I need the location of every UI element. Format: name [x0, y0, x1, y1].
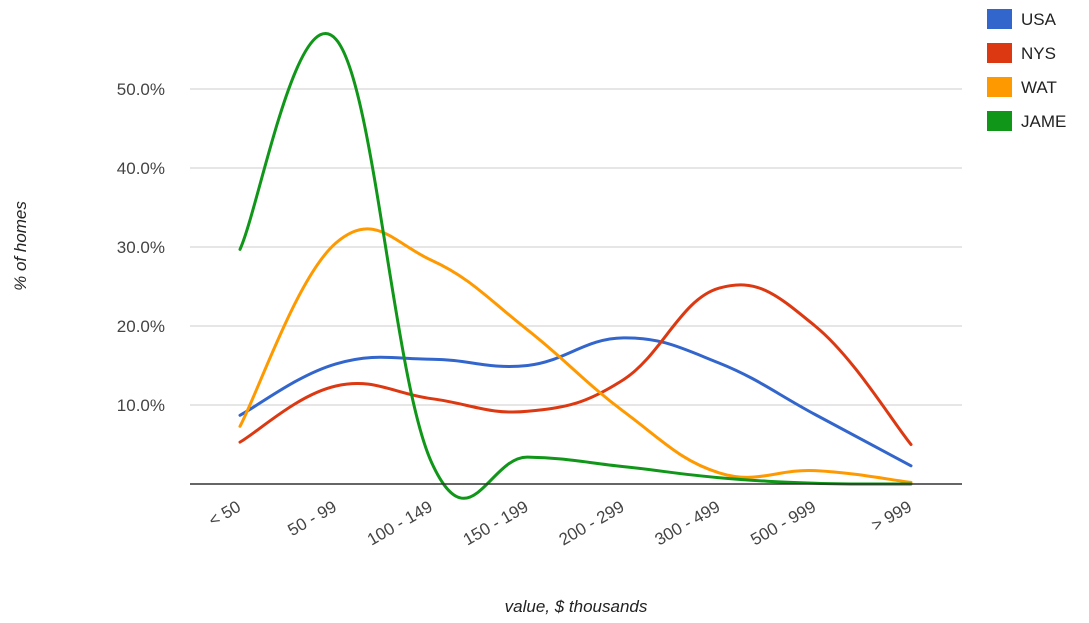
- x-tick-label: > 999: [868, 497, 915, 535]
- legend: USA NYS WAT JAME: [987, 9, 1066, 131]
- series-line-jame: [238, 32, 913, 500]
- series-lines: [238, 32, 913, 500]
- x-tick-label: 500 - 999: [747, 497, 819, 549]
- x-axis-ticks: < 50 50 - 99 100 - 149 150 - 199 200 - 299 30…: [205, 497, 915, 549]
- y-axis-title: % of homes: [11, 201, 30, 291]
- legend-swatch: [987, 9, 1012, 29]
- series-line-usa: [238, 336, 913, 468]
- legend-swatch: [987, 77, 1012, 97]
- x-tick-label: < 50: [205, 497, 244, 530]
- y-tick-label: 10.0%: [117, 396, 165, 415]
- legend-swatch: [987, 43, 1012, 63]
- legend-label: JAME: [1021, 112, 1066, 131]
- legend-label: USA: [1021, 10, 1057, 29]
- gridlines: [190, 88, 962, 406]
- x-tick-label: 100 - 149: [364, 497, 436, 549]
- series-line-nys: [238, 283, 913, 446]
- y-tick-label: 30.0%: [117, 238, 165, 257]
- y-tick-label: 20.0%: [117, 317, 165, 336]
- y-tick-label: 50.0%: [117, 80, 165, 99]
- x-axis-title: value, $ thousands: [505, 597, 648, 616]
- y-tick-label: 40.0%: [117, 159, 165, 178]
- series-line-wat: [238, 227, 913, 484]
- x-tick-label: 150 - 199: [460, 497, 532, 549]
- x-tick-label: 200 - 299: [556, 497, 628, 549]
- x-tick-label: 300 - 499: [652, 497, 724, 549]
- legend-label: NYS: [1021, 44, 1056, 63]
- y-axis-ticks: 10.0% 20.0% 30.0% 40.0% 50.0%: [117, 80, 165, 415]
- legend-swatch: [987, 111, 1012, 131]
- x-tick-label: 50 - 99: [285, 497, 340, 540]
- legend-label: WAT: [1021, 78, 1057, 97]
